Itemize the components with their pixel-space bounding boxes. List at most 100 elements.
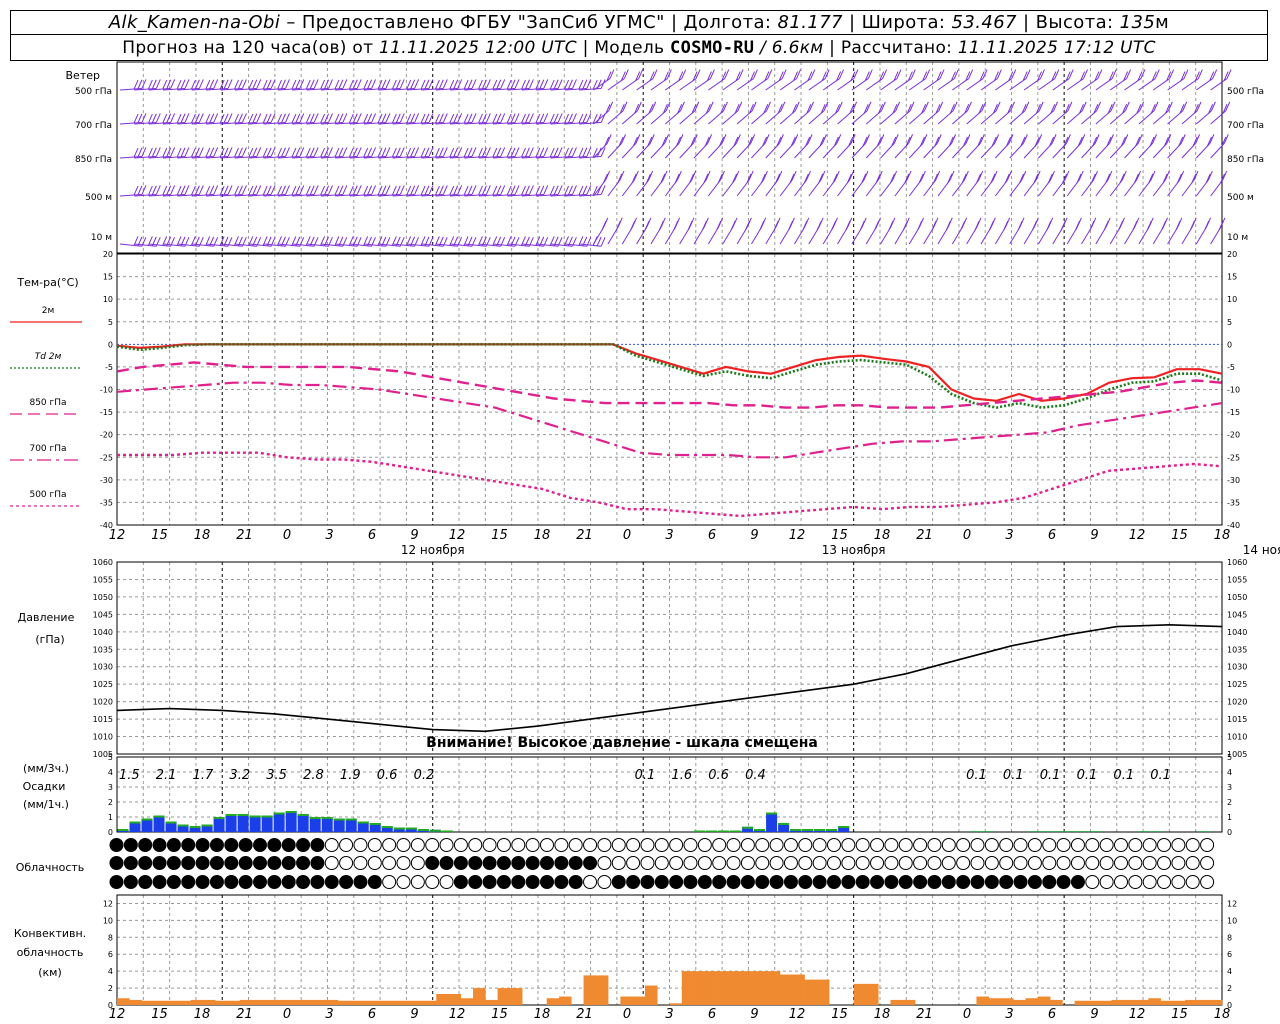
cloud-symbol [482, 856, 497, 870]
cloud-symbol [281, 875, 296, 889]
wind-barb-feather [882, 69, 888, 79]
y-tick-label-left: 20 [103, 250, 113, 259]
hour-tick-label: 15 [151, 1007, 168, 1022]
wind-barb-feather [176, 113, 182, 124]
wind-barb-feather [806, 170, 811, 181]
wind-barb-feather [500, 185, 506, 195]
cloud-symbol [568, 875, 583, 889]
wind-barb-feather [248, 113, 254, 124]
wind-barb-feather [434, 113, 440, 124]
wind-barb-feather [592, 113, 598, 124]
y-tick-label-right: -25 [1227, 453, 1240, 462]
wind-barb-feather [151, 185, 157, 195]
cloud-symbol [913, 838, 928, 852]
wind-barb-feather [414, 79, 420, 89]
wind-barb-feather [1094, 134, 1100, 144]
wind-barb-feather [834, 170, 840, 181]
wind-barb-feather [557, 185, 563, 195]
precip-bar-top [237, 814, 249, 816]
y-tick-label-left: 1015 [93, 715, 113, 724]
cloud-symbol [783, 838, 798, 852]
wind-barb-feather [478, 185, 483, 196]
wind-panel [116, 61, 1232, 254]
hour-tick-label: 21 [916, 528, 933, 543]
wind-barb-feather [166, 147, 172, 157]
wind-barb-feather [198, 185, 204, 195]
wind-barb-feather [281, 113, 286, 123]
wind-barb-feather [137, 79, 143, 89]
wind-barb-feather [976, 173, 982, 184]
wind-barb-feather [835, 104, 841, 114]
y-tick-label-right: 1035 [1227, 645, 1247, 654]
wind-barb-feather [1060, 220, 1066, 231]
wind-barb-feather [709, 69, 715, 79]
wind-barb-feather [1080, 71, 1086, 81]
wind-barb-feather [723, 101, 728, 112]
wind-barb-feather [252, 79, 258, 89]
wind-barb-feather [864, 71, 870, 81]
wind-barb-feather [471, 113, 477, 123]
wind-barb-feather [324, 113, 330, 123]
wind-barb-feather [979, 71, 985, 81]
hour-tick-label: 21 [576, 528, 593, 543]
wind-barb-feather [891, 136, 897, 147]
y-tick-label-right: 2 [1227, 984, 1232, 993]
convective-bar [387, 1000, 400, 1005]
y-tick-label-right: 6 [1227, 950, 1232, 959]
wind-barb-feather [219, 79, 225, 90]
cloud-symbol [999, 875, 1014, 889]
wind-barb-feather [506, 185, 512, 196]
wind-barb-feather [234, 79, 239, 90]
wind-barb-feather [1223, 71, 1229, 81]
wind-barb-feather [338, 185, 344, 195]
cloud-symbol [453, 838, 468, 852]
wind-barb-feather [691, 104, 697, 114]
wind-barb-feather [442, 147, 448, 157]
wind-barb-feather [1169, 69, 1175, 79]
wind-barb-feather [184, 79, 190, 89]
cloud-symbol [855, 838, 870, 852]
cloud-symbol [898, 875, 913, 889]
wind-barb-feather [385, 79, 391, 89]
wind-barb-feather [1097, 69, 1103, 79]
hour-tick-label: 9 [410, 528, 418, 543]
cloud-symbol [1171, 856, 1186, 870]
cloud-symbol [1142, 856, 1157, 870]
cloud-symbol [1056, 856, 1071, 870]
precip-unit-3h: (мм/3ч.) [23, 762, 69, 775]
convective-bar [362, 1000, 376, 1005]
wind-barb-feather [1226, 69, 1232, 79]
cloud-symbol [927, 838, 942, 852]
wind-barb-feather [266, 147, 272, 157]
convective-bar [239, 999, 253, 1005]
convective-bar [460, 998, 474, 1005]
wind-barb-feather [991, 136, 997, 147]
y-tick-label-right: 1030 [1227, 663, 1247, 672]
cloud-symbol [1185, 875, 1200, 889]
cloud-symbol [812, 875, 827, 889]
wind-barb-feather [1150, 170, 1156, 181]
cloud-symbol [1042, 838, 1057, 852]
precip-total-label: 3.5 [266, 768, 287, 783]
wind-barb-feather [1036, 104, 1041, 114]
wind-barb-feather [600, 147, 606, 157]
cloud-symbol [697, 856, 712, 870]
precip-total-label: 2.8 [303, 768, 324, 783]
cloud-symbol [769, 856, 784, 870]
y-tick-label-right: 1045 [1227, 610, 1247, 619]
cloud-symbol [224, 875, 239, 889]
precip-bar-top [1150, 831, 1162, 832]
wind-barb-feather [1051, 71, 1057, 81]
wind-barb-feather [525, 79, 530, 89]
cloud-symbol [1085, 875, 1100, 889]
wind-barb-feather [1149, 136, 1155, 147]
wind-barb-feather [704, 136, 710, 147]
hour-tick-label: 6 [368, 1007, 376, 1022]
wind-barb-feather [635, 71, 641, 81]
hour-tick-label: 12 [109, 1007, 126, 1022]
hour-tick-label: 9 [1090, 528, 1098, 543]
cloud-symbol [482, 875, 497, 889]
y-tick-label-left: 1060 [93, 558, 113, 567]
wind-barb-feather [363, 113, 369, 124]
